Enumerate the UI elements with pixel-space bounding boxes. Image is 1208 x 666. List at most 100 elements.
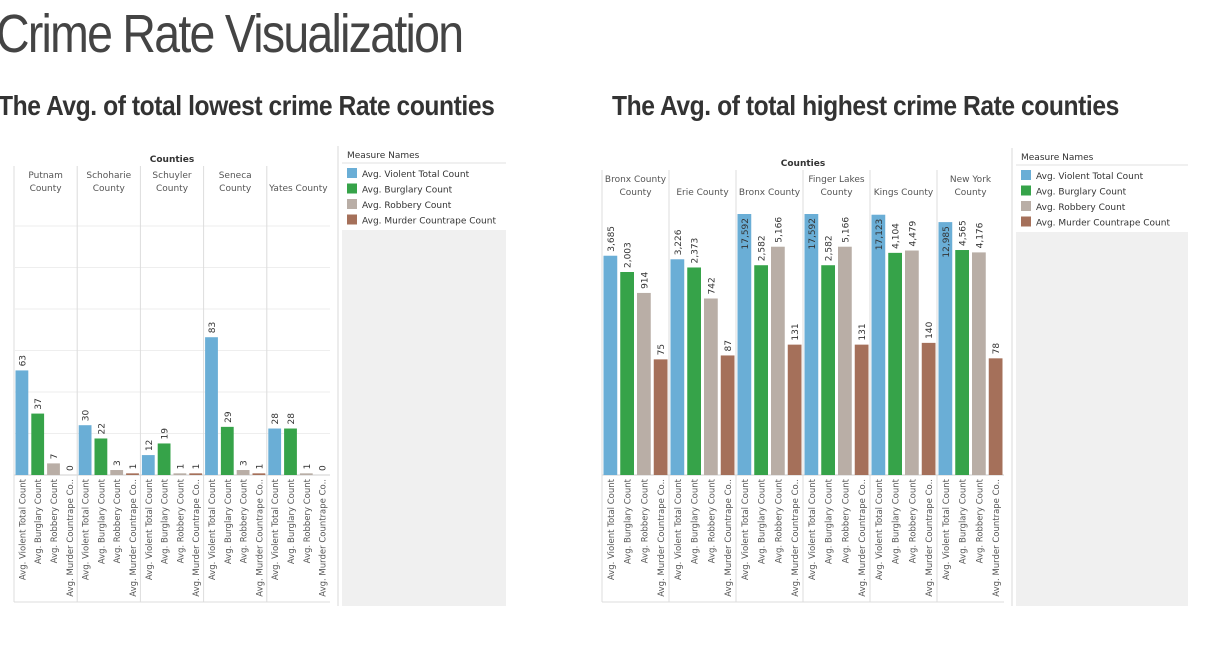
data-label: 28 (287, 413, 297, 425)
legend-box (342, 146, 506, 230)
county-header: County (619, 188, 652, 198)
measure-tick-label: Avg. Robbery Count (113, 478, 123, 563)
bar-avg-burglary-count (157, 443, 171, 475)
data-label: 4,104 (892, 223, 902, 249)
measure-tick-label: Avg. Robbery Count (841, 478, 851, 563)
legend-swatch (347, 199, 357, 209)
bar-avg-burglary-count (888, 252, 902, 475)
measure-tick-label: Avg. Violent Total Count (875, 478, 885, 580)
measure-tick-label: Avg. Violent Total Count (942, 478, 952, 580)
measure-tick-label: Avg. Violent Total Count (82, 478, 92, 580)
measure-tick-label: Avg. Robbery Count (640, 478, 650, 563)
measure-tick-label: Avg. Violent Total Count (674, 478, 684, 580)
lowest-crime-chart: Counties Putnam County 63 Avg. Violent Total… (13, 146, 506, 606)
measure-tick-label: Avg. Murder Countrape Co.. (255, 479, 265, 597)
legend-item: Avg. Murder Countrape Count (362, 217, 496, 227)
measure-tick-label: Avg. Burglary Count (97, 478, 107, 564)
data-label: 83 (208, 322, 218, 333)
bar-avg-violent-total-count (268, 428, 282, 475)
bar-avg-robbery-count (236, 470, 250, 475)
county-header: County (820, 188, 853, 198)
bar-avg-robbery-count (905, 250, 919, 475)
data-label: 742 (707, 277, 717, 294)
data-label: 78 (992, 343, 1002, 355)
measure-tick-label: Avg. Murder Countrape Co.. (319, 479, 329, 597)
bar-avg-murder-countrape-count (720, 355, 735, 475)
legend-swatch (1021, 185, 1031, 196)
bar-avg-robbery-count (47, 463, 60, 475)
data-label: 22 (97, 423, 107, 434)
measure-tick-label: Avg. Murder Countrape Co.. (791, 479, 801, 597)
data-label: 4,565 (959, 220, 969, 246)
data-label: 0 (66, 465, 76, 471)
county-header: County (93, 184, 126, 194)
measure-tick-label: Avg. Violent Total Count (607, 478, 617, 580)
county-header: County (156, 184, 189, 194)
data-label: 12 (145, 440, 155, 451)
data-label: 1 (303, 464, 313, 470)
data-label: 2,373 (691, 238, 701, 264)
bar-avg-burglary-count (687, 267, 701, 475)
data-label: 3 (113, 460, 123, 466)
county-header: County (219, 184, 252, 194)
measure-tick-label: Avg. Burglary Count (758, 478, 768, 564)
bar-avg-burglary-count (31, 413, 45, 475)
legend-item: Avg. Murder Countrape Count (1036, 219, 1170, 229)
bar-avg-violent-total-count (78, 425, 92, 475)
measure-tick-label: Avg. Robbery Count (908, 478, 918, 563)
county-header: County (954, 188, 987, 198)
bar-avg-violent-total-count (670, 259, 685, 475)
bar-avg-robbery-count (704, 298, 718, 475)
bar-avg-burglary-count (821, 265, 835, 475)
data-label: 3 (240, 460, 250, 466)
measure-tick-label: Avg. Robbery Count (707, 478, 717, 563)
county-header: Finger Lakes (808, 175, 864, 185)
measure-tick-label: Avg. Murder Countrape Co.. (66, 479, 76, 597)
bar-avg-murder-countrape-count (653, 359, 668, 475)
legend-item: Avg. Burglary Count (362, 186, 453, 196)
data-label: 4,479 (908, 220, 918, 246)
measure-tick-label: Avg. Violent Total Count (145, 478, 155, 580)
measure-tick-label: Avg. Robbery Count (975, 478, 985, 563)
bar-avg-violent-total-count (737, 214, 752, 475)
county-header: Schoharie (86, 171, 131, 181)
data-label: 2,582 (825, 235, 835, 261)
data-label: 12,985 (942, 226, 952, 258)
measure-tick-label: Avg. Murder Countrape Co.. (129, 479, 139, 597)
measure-tick-label: Avg. Robbery Count (774, 478, 784, 563)
bar-avg-violent-total-count (871, 214, 886, 475)
page-title: Crime Rate Visualization (0, 4, 464, 64)
data-label: 5,166 (774, 217, 784, 243)
legend-title: Measure Names (347, 151, 420, 161)
data-label: 37 (34, 398, 44, 409)
county-header: Bronx County (605, 175, 667, 185)
legend-swatch (347, 168, 357, 178)
group-header: Counties (150, 155, 194, 165)
bar-avg-violent-total-count (205, 337, 218, 475)
bar-avg-violent-total-count (938, 222, 953, 475)
data-label: 7 (50, 454, 60, 460)
county-header: Putnam (28, 171, 63, 181)
data-label: 1 (255, 464, 265, 470)
measure-tick-label: Avg. Robbery Count (176, 478, 186, 563)
data-label: 1 (176, 464, 186, 470)
county-header: Erie County (676, 188, 729, 198)
measure-tick-label: Avg. Murder Countrape Co.. (858, 479, 868, 597)
county-header: County (30, 184, 63, 194)
measure-tick-label: Avg. Murder Countrape Co.. (992, 479, 1002, 597)
measure-tick-label: Avg. Burglary Count (624, 478, 634, 564)
bar-avg-burglary-count (94, 438, 108, 475)
legend-item: Avg. Violent Total Count (362, 170, 470, 180)
bar-avg-robbery-count (838, 246, 852, 475)
legend-item: Avg. Violent Total Count (1036, 172, 1144, 182)
data-label: 2,003 (624, 242, 634, 268)
bar-avg-violent-total-count (15, 370, 29, 475)
bar-avg-violent-total-count (804, 214, 819, 475)
legend-swatch (347, 183, 357, 194)
data-label: 63 (18, 355, 28, 366)
highest-crime-chart: Counties Bronx County County 3,685 Avg. Viol… (601, 148, 1188, 606)
bar-avg-burglary-count (284, 428, 297, 475)
measure-tick-label: Avg. Robbery Count (303, 478, 313, 563)
data-label: 17,592 (808, 218, 818, 250)
legend-swatch (1021, 216, 1031, 227)
